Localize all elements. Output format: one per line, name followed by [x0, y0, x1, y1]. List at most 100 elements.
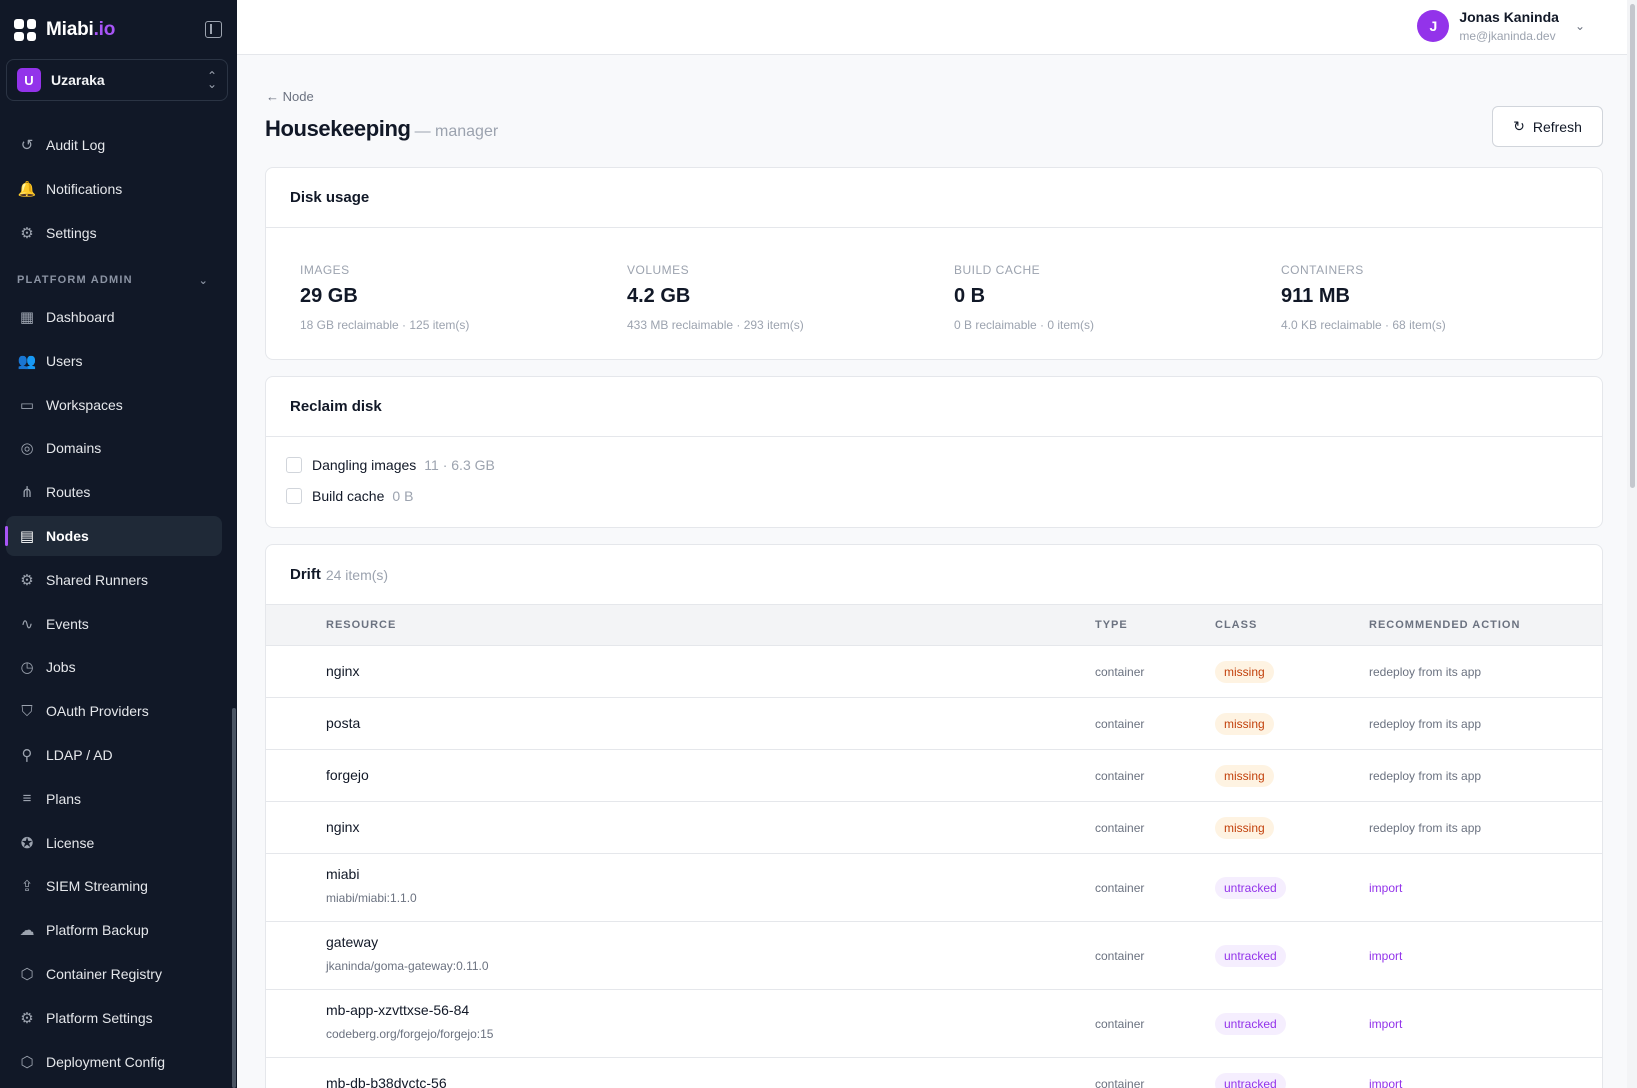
gear-icon: ⚙: [20, 571, 34, 589]
reclaim-option-build-cache[interactable]: Build cache 0 B: [286, 488, 413, 504]
column-class[interactable]: CLASS: [1215, 619, 1258, 631]
stat-value: 0 B: [954, 285, 986, 307]
stat-build-cache: BUILD CACHE 0 B 0 B reclaimable · 0 item(s…: [954, 263, 1254, 332]
sidebar-item-settings[interactable]: ⚙ Settings: [6, 213, 222, 253]
sidebar-item-license[interactable]: ✪ License: [6, 823, 222, 863]
resource-name: miabi: [326, 866, 360, 882]
stat-value: 4.2 GB: [627, 285, 691, 307]
resource-type: container: [1095, 1017, 1145, 1031]
chevron-up-down-icon: ⌃ ⌄: [206, 69, 217, 91]
table-row[interactable]: nginx container missing redeploy from its a…: [266, 646, 1602, 698]
gear-icon: ⚙: [20, 225, 34, 242]
card-title: Reclaim disk: [266, 377, 1602, 437]
class-badge: untracked: [1215, 1073, 1286, 1088]
sidebar-item-events[interactable]: ∿ Events: [6, 604, 222, 644]
table-row[interactable]: posta container missing redeploy from its a…: [266, 698, 1602, 750]
miabi-logo-icon: [14, 19, 36, 41]
class-badge: missing: [1215, 661, 1274, 683]
avatar: J: [1417, 10, 1450, 42]
sidebar-item-label: OAuth Providers: [46, 703, 149, 720]
brand[interactable]: Miabi.io: [14, 16, 115, 44]
main-scrollbar[interactable]: [1627, 0, 1637, 1088]
sidebar-item-label: Shared Runners: [46, 571, 148, 588]
sidebar-item-ldap-ad[interactable]: ⚲ LDAP / AD: [6, 735, 222, 775]
activity-icon: ∿: [20, 615, 34, 633]
sidebar-item-shared-runners[interactable]: ⚙ Shared Runners: [6, 560, 222, 600]
column-resource[interactable]: RESOURCE: [326, 619, 397, 631]
sidebar-item-label: LDAP / AD: [46, 747, 113, 763]
import-link[interactable]: import: [1369, 881, 1403, 895]
sidebar-item-label: Settings: [46, 225, 97, 241]
platform-admin-section[interactable]: PLATFORM ADMIN ⌄: [17, 274, 209, 287]
recommended-action: redeploy from its app: [1369, 717, 1482, 731]
sidebar-item-audit-log[interactable]: ↺ Audit Log: [6, 125, 222, 165]
import-link[interactable]: import: [1369, 1077, 1403, 1088]
stat-note: 433 MB reclaimable · 293 item(s): [627, 318, 804, 332]
card-title: Drift 24 item(s): [266, 545, 1602, 605]
sidebar-item-dashboard[interactable]: ▦ Dashboard: [6, 297, 222, 337]
sidebar-item-nodes[interactable]: ▤ Nodes: [5, 516, 222, 556]
sidebar-item-jobs[interactable]: ◷ Jobs: [6, 647, 222, 687]
brand-name: Miabi.io: [46, 19, 116, 40]
bell-icon: 🔔: [17, 181, 37, 198]
export-icon: ⇪: [20, 878, 34, 896]
sidebar-scrollbar[interactable]: [232, 708, 236, 1088]
resource-type: container: [1095, 881, 1145, 895]
sidebar-item-deployment-config[interactable]: ⬡ Deployment Config: [6, 1042, 222, 1082]
sidebar-item-platform-backup[interactable]: ☁ Platform Backup: [6, 910, 222, 950]
sidebar-item-label: Workspaces: [46, 396, 123, 413]
sidebar-item-label: Deployment Config: [46, 1053, 166, 1070]
sidebar-item-routes[interactable]: ⋔ Routes: [6, 472, 222, 512]
recommended-action: redeploy from its app: [1369, 665, 1482, 679]
card-title: Disk usage: [266, 168, 1602, 228]
workspace-switcher[interactable]: U Uzaraka ⌃ ⌄: [6, 59, 228, 101]
user-menu[interactable]: J Jonas Kaninda me@jkaninda.dev ⌄: [1417, 9, 1585, 43]
sidebar-item-platform-settings[interactable]: ⚙ Platform Settings: [6, 998, 222, 1038]
class-badge: missing: [1215, 817, 1274, 839]
class-badge: untracked: [1215, 877, 1286, 899]
sidebar-collapse-icon[interactable]: [205, 21, 222, 38]
sidebar-item-oauth-providers[interactable]: ⛉ OAuth Providers: [6, 691, 222, 731]
table-row[interactable]: mb-db-b38dvctc-56 container untracked impor…: [266, 1058, 1602, 1088]
import-link[interactable]: import: [1369, 949, 1403, 963]
sidebar-item-workspaces[interactable]: ▭ Workspaces: [6, 385, 222, 425]
table-row[interactable]: gateway jkaninda/goma-gateway:0.11.0 conta…: [266, 922, 1602, 990]
sidebar-item-label: Domains: [46, 440, 102, 457]
resource-name: mb-app-xzvttxse-56-84: [326, 1002, 470, 1018]
reclaim-option-dangling-images[interactable]: Dangling images 11 · 6.3 GB: [286, 457, 495, 473]
sidebar-item-label: License: [46, 834, 95, 851]
stat-label: IMAGES: [300, 263, 350, 277]
checkbox[interactable]: [286, 488, 302, 504]
checkbox[interactable]: [286, 457, 302, 473]
refresh-button[interactable]: ↻ Refresh: [1492, 106, 1603, 147]
badge-icon: ✪: [20, 834, 34, 852]
sidebar-item-label: Dashboard: [46, 309, 115, 325]
sidebar-item-label: Container Registry: [46, 966, 162, 982]
column-type[interactable]: TYPE: [1095, 619, 1128, 631]
table-row[interactable]: miabi miabi/miabi:1.1.0 container untracked…: [266, 854, 1602, 922]
clock-icon: ◷: [20, 659, 34, 677]
disk-usage-card: Disk usage IMAGES 29 GB 18 GB reclaimable …: [265, 167, 1603, 360]
table-row[interactable]: forgejo container missing redeploy from its…: [266, 750, 1602, 802]
sidebar-item-siem-streaming[interactable]: ⇪ SIEM Streaming: [6, 866, 222, 906]
sidebar: Miabi.io U Uzaraka ⌃ ⌄ ↺ Audit Log 🔔 Notific…: [0, 0, 237, 1088]
resource-name: nginx: [326, 663, 360, 679]
column-recommended-action[interactable]: RECOMMENDED ACTION: [1369, 619, 1521, 631]
table-row[interactable]: nginx container missing redeploy from its a…: [266, 802, 1602, 854]
stat-label: CONTAINERS: [1281, 263, 1364, 277]
sidebar-item-notifications[interactable]: 🔔 Notifications: [6, 169, 222, 209]
sidebar-item-users[interactable]: 👥 Users: [6, 341, 222, 381]
option-label: Dangling images: [312, 457, 417, 473]
table-row[interactable]: mb-app-xzvttxse-56-84 codeberg.org/forgej…: [266, 990, 1602, 1058]
sidebar-item-domains[interactable]: ◎ Domains: [6, 428, 222, 468]
workspace-badge: U: [17, 68, 41, 92]
topbar: J Jonas Kaninda me@jkaninda.dev ⌄: [237, 0, 1637, 55]
sidebar-item-container-registry[interactable]: ⬡ Container Registry: [6, 954, 222, 994]
user-name: Jonas Kaninda: [1459, 9, 1559, 25]
import-link[interactable]: import: [1369, 1017, 1403, 1031]
routes-icon: ⋔: [20, 484, 34, 502]
back-link[interactable]: ← Node: [266, 89, 314, 104]
resource-type: container: [1095, 821, 1145, 835]
sidebar-item-plans[interactable]: ≡ Plans: [6, 779, 222, 819]
dashboard-icon: ▦: [19, 309, 35, 326]
